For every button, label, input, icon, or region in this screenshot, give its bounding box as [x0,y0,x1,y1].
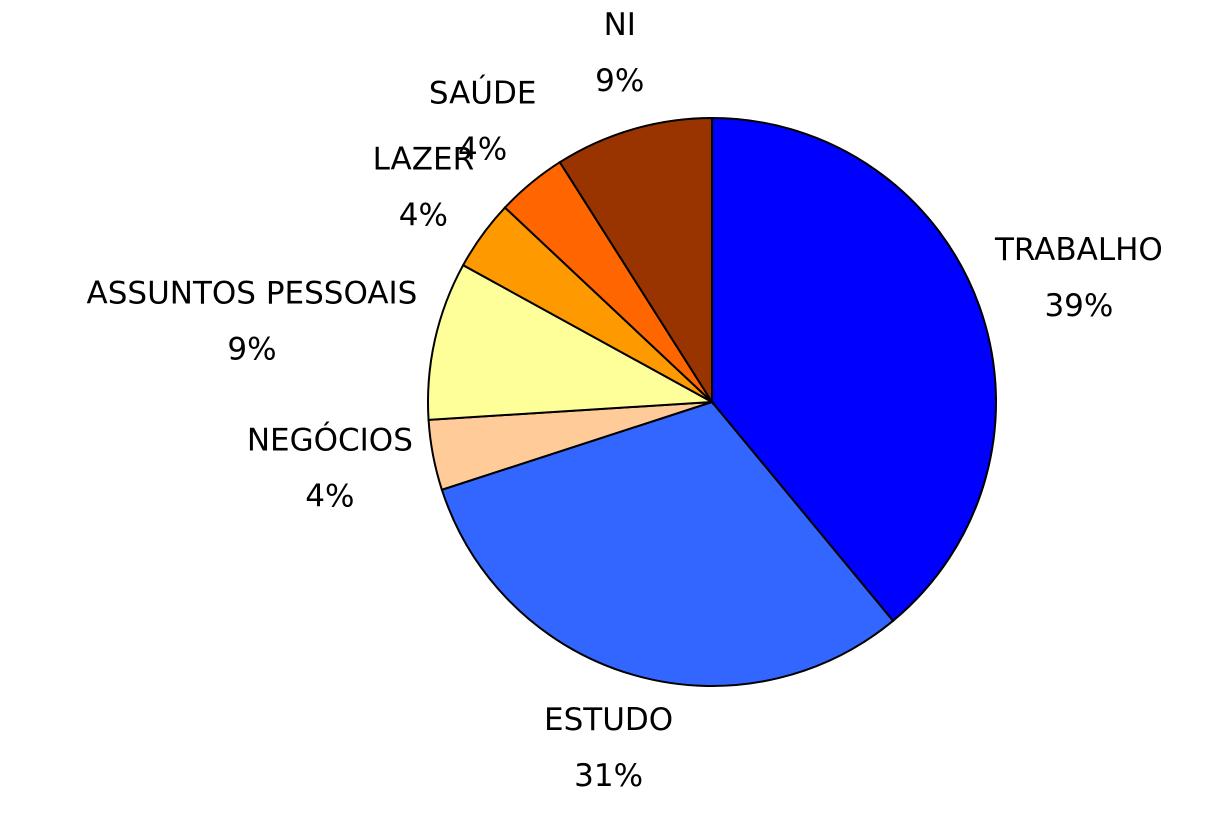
slice-value-label: 9% [595,63,644,99]
slice-value-label: 9% [227,332,276,368]
slice-label: SAÚDE [429,75,537,112]
pie-slice [711,116,997,623]
slice-value-label: 4% [305,478,354,514]
slice-value-label: 31% [574,758,643,794]
slice-label: NI [604,7,636,43]
pie-slice [440,400,895,687]
slice-value-label: 4% [399,198,448,234]
pie-slice [558,116,713,406]
pie-slice [427,263,716,421]
slice-label: ASSUNTOS PESSOAIS [87,276,418,312]
slice-value-label: 4% [458,132,507,168]
slice-label: NEGÓCIOS [247,421,413,458]
slice-label: ESTUDO [544,702,673,738]
slice-value-label: 39% [1044,288,1113,324]
slice-label: LAZER [373,142,475,178]
slice-label: TRABALHO [994,232,1163,268]
